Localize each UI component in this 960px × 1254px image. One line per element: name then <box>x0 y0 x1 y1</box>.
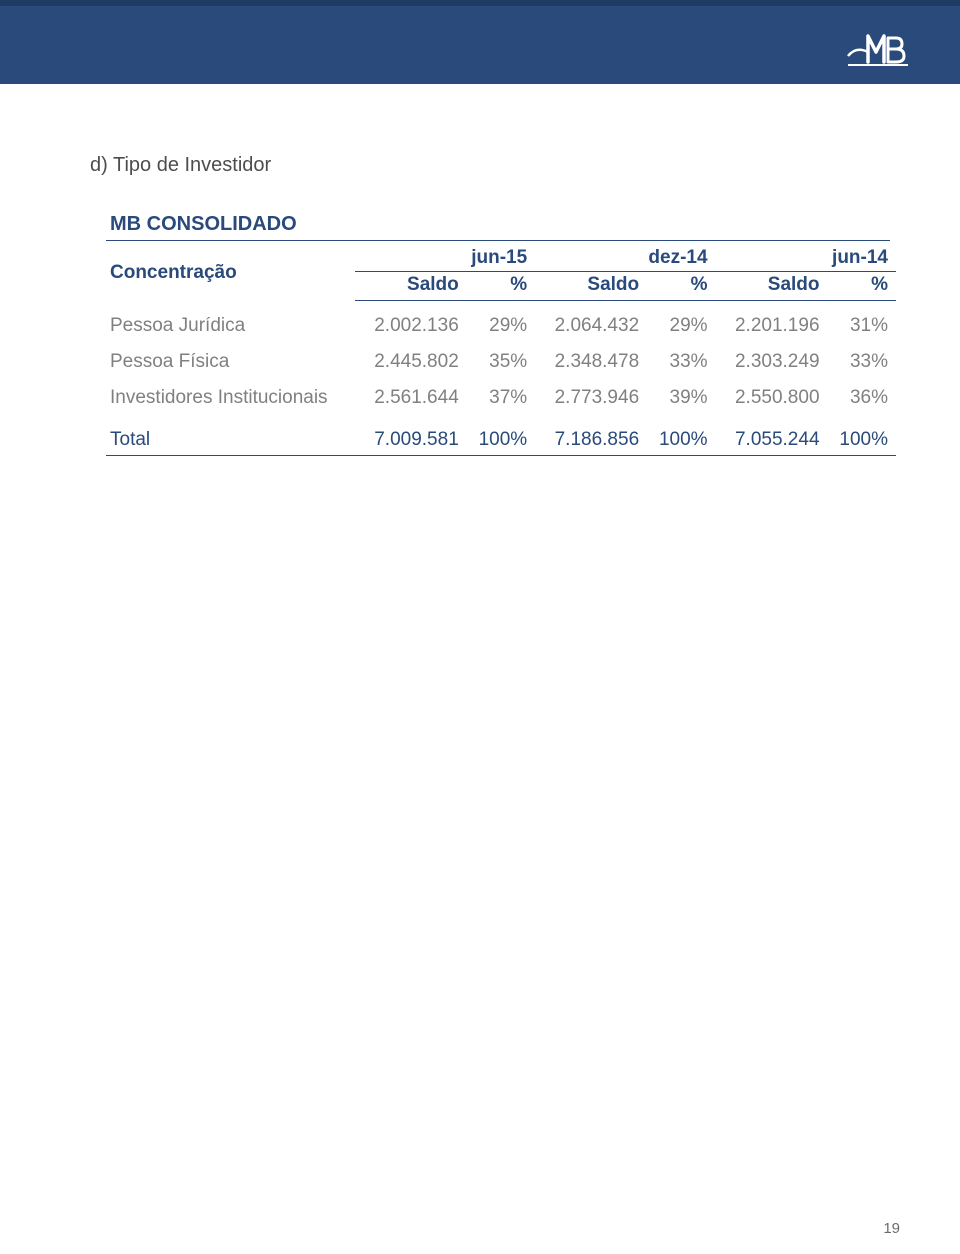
mb-logo-icon <box>846 18 910 68</box>
page-number: 19 <box>883 1220 900 1237</box>
cell-pct: 29% <box>647 301 715 338</box>
cell-saldo: 2.201.196 <box>716 301 828 338</box>
cell-pct: 100% <box>828 409 896 456</box>
cell-saldo: 2.550.800 <box>716 373 828 409</box>
table-total-row: Total 7.009.581 100% 7.186.856 100% 7.05… <box>106 409 896 456</box>
cell-pct: 29% <box>467 301 535 338</box>
row-label: Pessoa Física <box>106 337 355 373</box>
investor-type-table: Concentração jun-15 dez-14 jun-14 Saldo … <box>106 241 896 456</box>
cell-pct: 33% <box>647 337 715 373</box>
table-row: Pessoa Jurídica 2.002.136 29% 2.064.432 … <box>106 301 896 338</box>
cell-pct: 36% <box>828 373 896 409</box>
col-header-pct: % <box>467 272 535 301</box>
header-bar <box>0 6 960 84</box>
cell-saldo: 2.561.644 <box>355 373 467 409</box>
col-header-saldo: Saldo <box>535 272 647 301</box>
section-title: d) Tipo de Investidor <box>90 154 890 177</box>
cell-saldo: 2.002.136 <box>355 301 467 338</box>
cell-pct: 35% <box>467 337 535 373</box>
cell-saldo: 2.773.946 <box>535 373 647 409</box>
row-header-label: Concentração <box>106 241 355 301</box>
cell-saldo: 7.009.581 <box>355 409 467 456</box>
table-period-row: Concentração jun-15 dez-14 jun-14 <box>106 241 896 272</box>
cell-saldo: 2.445.802 <box>355 337 467 373</box>
period-header: jun-14 <box>716 241 896 272</box>
period-header: jun-15 <box>355 241 535 272</box>
period-header: dez-14 <box>535 241 715 272</box>
col-header-pct: % <box>647 272 715 301</box>
cell-saldo: 7.186.856 <box>535 409 647 456</box>
col-header-pct: % <box>828 272 896 301</box>
table-row: Pessoa Física 2.445.802 35% 2.348.478 33… <box>106 337 896 373</box>
col-header-saldo: Saldo <box>716 272 828 301</box>
cell-saldo: 2.303.249 <box>716 337 828 373</box>
cell-pct: 37% <box>467 373 535 409</box>
cell-saldo: 2.348.478 <box>535 337 647 373</box>
cell-pct: 33% <box>828 337 896 373</box>
row-label: Investidores Institucionais <box>106 373 355 409</box>
page-content: d) Tipo de Investidor MB CONSOLIDADO Con… <box>0 84 960 456</box>
table-row: Investidores Institucionais 2.561.644 37… <box>106 373 896 409</box>
cell-saldo: 7.055.244 <box>716 409 828 456</box>
cell-saldo: 2.064.432 <box>535 301 647 338</box>
cell-pct: 31% <box>828 301 896 338</box>
col-header-saldo: Saldo <box>355 272 467 301</box>
total-label: Total <box>106 409 355 456</box>
cell-pct: 100% <box>647 409 715 456</box>
cell-pct: 100% <box>467 409 535 456</box>
cell-pct: 39% <box>647 373 715 409</box>
row-label: Pessoa Jurídica <box>106 301 355 338</box>
table-title: MB CONSOLIDADO <box>106 213 890 241</box>
